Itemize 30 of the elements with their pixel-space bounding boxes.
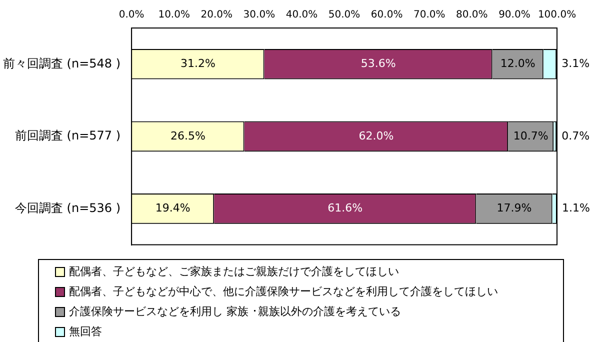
legend-label: 介護保険サービスなどを利用し 家族 ･親族以外の介護を考えている — [69, 305, 401, 318]
data-label: 1.1% — [562, 202, 590, 215]
x-tick-label: 30.0% — [243, 10, 276, 21]
data-label: 17.9% — [496, 202, 532, 215]
x-tick-label: 100.0% — [538, 10, 576, 21]
x-tick-label: 80.0% — [456, 10, 488, 21]
legend-label: 配偶者、子どもなど、ご家族またはご親族だけで介護をしてほしい — [69, 265, 399, 278]
x-tick-label: 10.0% — [158, 10, 190, 21]
x-tick-label: 0.0% — [118, 10, 144, 21]
x-tick-label: 40.0% — [286, 10, 318, 21]
data-label: 12.0% — [500, 56, 536, 70]
data-label: 53.6% — [360, 56, 396, 70]
data-label: 31.2% — [180, 56, 216, 70]
x-tick-label: 90.0% — [498, 10, 530, 21]
data-label: 62.0% — [358, 129, 394, 142]
x-tick-label: 50.0% — [328, 10, 360, 21]
data-label: 10.7% — [513, 129, 548, 142]
data-label: 0.7% — [562, 129, 590, 142]
x-tick-label: 70.0% — [413, 10, 446, 21]
data-label: 19.4% — [155, 202, 190, 215]
data-label: 3.1% — [562, 56, 590, 70]
y-tick-label: 今回調査 (n=536 ) — [14, 200, 121, 215]
y-tick-label: 前回調査 (n=577 ) — [14, 128, 121, 143]
legend-label: 配偶者、子どもなどが中心で、他に介護保険サービスなどを利用して介護をしてほしい — [69, 285, 498, 298]
x-tick-label: 60.0% — [370, 10, 403, 21]
x-tick-label: 20.0% — [200, 10, 233, 21]
data-label: 26.5% — [170, 129, 206, 142]
data-label: 61.6% — [328, 202, 363, 215]
legend-label: 無回答 — [69, 325, 102, 338]
y-tick-label: 前々回調査 (n=548 ) — [2, 56, 121, 70]
